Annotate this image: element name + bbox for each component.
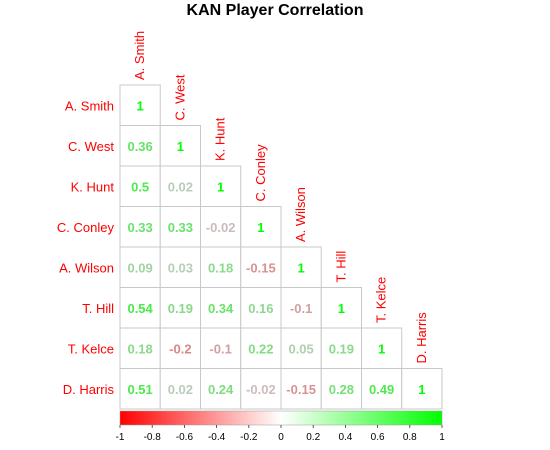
cell-value-label: 0.33 xyxy=(127,220,152,235)
colorbar-tick-label: 0.6 xyxy=(371,432,385,443)
cell-value-label: 0.5 xyxy=(131,179,149,194)
column-label: C. West xyxy=(172,74,187,120)
cell-value-label: 1 xyxy=(137,98,144,113)
cell-value-label: -0.15 xyxy=(286,382,316,397)
cell-value-label: 1 xyxy=(257,220,264,235)
cell-value-label: 0.18 xyxy=(208,260,233,275)
matrix-cell xyxy=(240,287,282,329)
cell-value-label: 1 xyxy=(177,139,184,154)
cell-value-label: 0.02 xyxy=(168,382,193,397)
matrix-cell xyxy=(200,287,242,329)
matrix-cell xyxy=(240,206,282,248)
matrix-cell xyxy=(159,327,201,369)
matrix-cell xyxy=(119,125,161,167)
cell-value-label: 0.09 xyxy=(127,260,152,275)
cell-value-label: 0.24 xyxy=(208,382,234,397)
matrix-cell xyxy=(119,287,161,329)
matrix-cell xyxy=(280,287,322,329)
cell-value-label: 0.33 xyxy=(168,220,193,235)
cell-value-label: 0.51 xyxy=(127,382,152,397)
cell-value-label: 1 xyxy=(217,179,224,194)
colorbar-tick-label: 1 xyxy=(439,432,445,443)
row-label: K. Hunt xyxy=(71,179,115,194)
row-label: C. West xyxy=(68,139,114,154)
cell-value-label: 0.36 xyxy=(127,139,152,154)
matrix-cell xyxy=(320,287,362,329)
cell-value-label: 1 xyxy=(298,260,305,275)
cell-value-label: 0.05 xyxy=(288,341,313,356)
colorbar-tick-label: -0.4 xyxy=(208,432,226,443)
correlation-matrix: 1 0.36 1 0.5 0.02 1 0.33 0.33 -0.02 1 0.09 0.03 0.18… xyxy=(57,31,443,410)
matrix-cell xyxy=(159,287,201,329)
cell-value-label: 0.19 xyxy=(168,301,193,316)
matrix-cell xyxy=(119,327,161,369)
matrix-cell xyxy=(401,368,443,410)
cell-value-label: 0.02 xyxy=(168,179,193,194)
cell-value-label: 1 xyxy=(418,382,425,397)
row-label: C. Conley xyxy=(57,220,115,235)
colorbar-tick-label: -0.2 xyxy=(240,432,258,443)
cell-value-label: 0.49 xyxy=(369,382,394,397)
colorbar-tick-label: -0.8 xyxy=(144,432,162,443)
colorbar-tick-label: -1 xyxy=(116,432,125,443)
cell-value-label: 0.18 xyxy=(127,341,152,356)
matrix-cell xyxy=(119,84,161,126)
colorbar-tick-label: 0.2 xyxy=(306,432,320,443)
cell-value-label: -0.2 xyxy=(169,341,191,356)
matrix-cell xyxy=(200,165,242,207)
column-label: A. Smith xyxy=(132,31,147,80)
matrix-cell xyxy=(159,206,201,248)
row-label: T. Kelce xyxy=(68,341,114,356)
cell-value-label: -0.1 xyxy=(290,301,312,316)
cell-value-label: 0.19 xyxy=(329,341,354,356)
colorbar-gradient xyxy=(119,410,443,426)
row-label: A. Wilson xyxy=(59,260,114,275)
colorbar-tick-label: 0.4 xyxy=(338,432,352,443)
column-label: D. Harris xyxy=(414,312,429,364)
matrix-cell xyxy=(320,368,362,410)
row-label: T. Hill xyxy=(82,301,114,316)
cell-value-label: 1 xyxy=(378,341,385,356)
column-label: K. Hunt xyxy=(213,117,228,161)
cell-value-label: -0.1 xyxy=(209,341,231,356)
cell-value-label: -0.02 xyxy=(246,382,276,397)
matrix-cell xyxy=(240,246,282,288)
colorbar-tick-label: -0.6 xyxy=(176,432,194,443)
cell-value-label: -0.15 xyxy=(246,260,276,275)
cell-value-label: 0.03 xyxy=(168,260,193,275)
matrix-cell xyxy=(200,368,242,410)
chart-title: KAN Player Correlation xyxy=(187,2,364,19)
cell-value-label: 0.16 xyxy=(248,301,273,316)
cell-value-label: 0.54 xyxy=(127,301,153,316)
matrix-cell xyxy=(119,368,161,410)
cell-value-label: 0.22 xyxy=(248,341,273,356)
column-label: T. Kelce xyxy=(374,277,389,323)
matrix-cell xyxy=(320,327,362,369)
colorbar-tick-label: 0.8 xyxy=(403,432,417,443)
row-label: D. Harris xyxy=(63,382,115,397)
cell-value-label: 0.34 xyxy=(208,301,234,316)
matrix-cell xyxy=(361,368,403,410)
column-label: C. Conley xyxy=(253,144,268,202)
colorbar-tick-label: 0 xyxy=(278,432,284,443)
column-label: T. Hill xyxy=(333,251,348,283)
row-label: A. Smith xyxy=(65,98,114,113)
cell-value-label: -0.02 xyxy=(206,220,236,235)
cell-value-label: 0.28 xyxy=(329,382,354,397)
matrix-cell xyxy=(159,246,201,288)
cell-value-label: 1 xyxy=(338,301,345,316)
colorbar: -1 -0.8 -0.6 -0.4 -0.2 0 0.2 0.4 0.6 0.8 1 xyxy=(116,410,445,443)
column-label: A. Wilson xyxy=(293,187,308,242)
matrix-cell xyxy=(361,327,403,369)
